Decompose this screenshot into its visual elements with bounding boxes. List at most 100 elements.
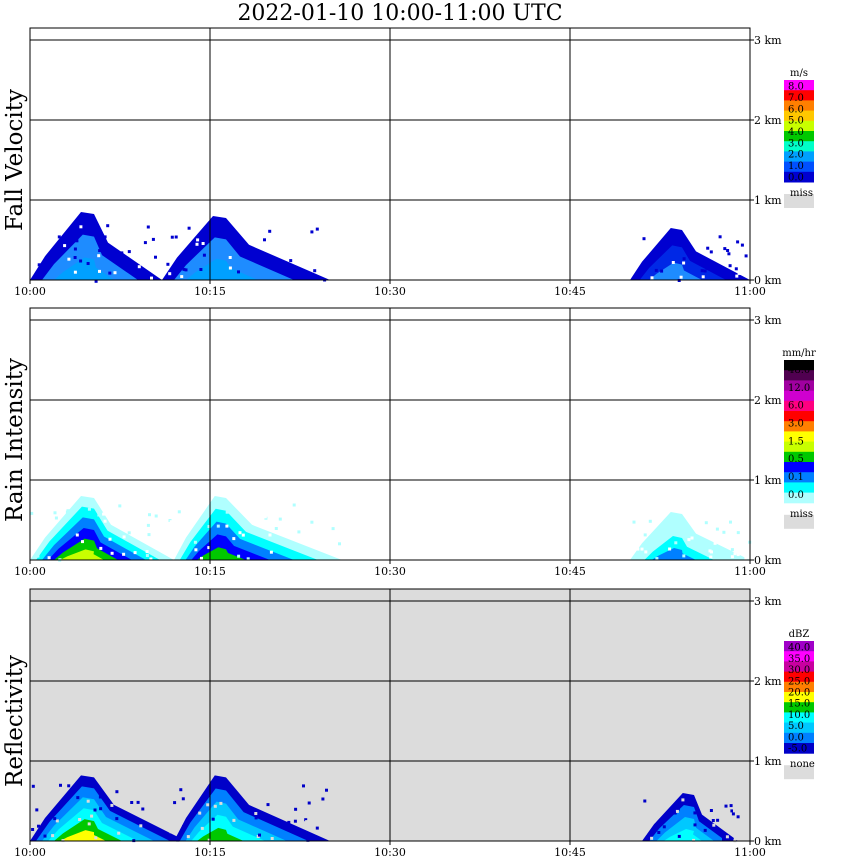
echo-3-speckle [655, 557, 659, 561]
echo-1-speckle [86, 799, 90, 803]
echo-2-speckle [263, 515, 267, 519]
echo-3-speckle [714, 525, 718, 529]
colorbar-swatch [784, 151, 814, 163]
echo-2-speckle [302, 784, 305, 788]
y-tick-label: 0 km [754, 554, 782, 567]
colorbar-label: 4.0 [788, 127, 804, 138]
echo-1-speckle [130, 801, 134, 804]
echo-2-speckle [320, 522, 324, 526]
echo-3-speckle [706, 246, 710, 250]
echo-3-speckle [662, 825, 666, 829]
colorbar-swatch [784, 441, 814, 453]
echo-2-speckle [309, 814, 313, 818]
echo-1-speckle [146, 225, 150, 229]
echo-2-speckle [254, 812, 258, 815]
echo-1-speckle [169, 830, 173, 834]
echo-1-speckle [137, 804, 141, 808]
echo-3-speckle [685, 524, 689, 527]
echo-3-speckle [682, 554, 686, 558]
y-tick-label: 2 km [754, 394, 782, 407]
x-tick-label: 10:30 [374, 285, 406, 298]
echo-2-speckle [294, 807, 298, 811]
echo-3-speckle [709, 809, 713, 812]
echo-3-layer-4 [663, 829, 702, 841]
echo-1-speckle [99, 546, 103, 550]
echo-2-speckle [266, 803, 270, 807]
echo-3-speckle [723, 247, 727, 251]
echo-2-speckle [279, 527, 283, 531]
echo-3-speckle [652, 819, 656, 823]
echo-2-speckle [288, 791, 292, 795]
colorbar-label: 30.0 [788, 665, 810, 676]
echo-1-speckle [66, 509, 70, 513]
echo-2-speckle [295, 528, 299, 532]
echo-2-speckle [325, 788, 328, 792]
colorbar-missing-swatch [784, 194, 814, 208]
colorbar-swatch [784, 141, 814, 152]
colorbar-swatch [784, 161, 814, 173]
echo-2-speckle [207, 838, 211, 842]
x-tick-label: 10:15 [194, 846, 226, 859]
chart-title: 2022-01-10 10:00-11:00 UTC [237, 1, 563, 26]
colorbar-label: 0.0 [788, 490, 804, 501]
colorbar-label: 40.0 [788, 643, 810, 654]
echo-2-speckle [211, 817, 215, 821]
echo-2-speckle [290, 520, 294, 524]
echo-1-speckle [76, 796, 80, 800]
colorbar-swatch [784, 692, 814, 703]
colorbar-swatch [784, 100, 814, 112]
x-tick-label: 11:00 [734, 565, 766, 578]
colorbar-swatch [784, 671, 814, 683]
echo-1-speckle [155, 504, 159, 508]
echo-2-speckle [202, 253, 206, 257]
echo-3-speckle [685, 560, 689, 563]
echo-1-speckle [78, 818, 82, 821]
echo-2-speckle [333, 542, 337, 546]
echo-2-speckle [200, 233, 204, 237]
echo-1-speckle [110, 551, 114, 555]
echo-1-speckle [51, 834, 55, 838]
echo-1-speckle [132, 541, 136, 545]
y-tick-label: 3 km [754, 595, 782, 608]
echo-3-speckle [727, 252, 731, 256]
echo-1-speckle [98, 795, 102, 799]
echo-3-speckle [710, 811, 714, 815]
colorbar-label: 20.0 [788, 687, 810, 698]
echo-2-speckle [237, 270, 240, 274]
echo-1-speckle [53, 817, 57, 821]
echo-1-speckle [36, 554, 40, 558]
echo-3-speckle [749, 536, 753, 540]
echo-1-speckle [47, 556, 51, 560]
echo-2-speckle [269, 226, 272, 230]
echo-1-speckle [160, 510, 164, 514]
echo-2-speckle [270, 837, 274, 840]
echo-3-speckle [679, 275, 683, 279]
x-tick-label: 10:15 [194, 565, 226, 578]
colorbar-label: 6.0 [788, 104, 804, 115]
echo-1-speckle [37, 824, 40, 828]
echo-1-speckle [149, 233, 153, 237]
echo-1-speckle [31, 264, 35, 268]
echo-2-speckle [327, 829, 330, 832]
echo-3-speckle [644, 550, 648, 554]
echo-2-speckle [289, 259, 293, 263]
x-tick-label: 10:30 [374, 846, 406, 859]
colorbar-label: 0.0 [788, 172, 804, 183]
echo-1-speckle [61, 226, 65, 229]
panel-1: 10:00 10:15 10:30 10:45 11:000 km 1 km 2 km 3 k… [2, 27, 814, 298]
colorbar-label: 12.0 [788, 383, 810, 394]
echo-3-speckle [682, 261, 686, 265]
echo-3-speckle [733, 552, 737, 556]
y-tick-label: 1 km [754, 474, 782, 487]
echo-3-speckle [737, 271, 741, 275]
colorbar-label: 5.0 [788, 721, 804, 732]
echo-3-speckle [712, 823, 716, 827]
echo-1-speckle [67, 784, 71, 788]
echo-1-speckle [98, 249, 102, 253]
echo-3-speckle [672, 811, 676, 815]
echo-1-speckle [54, 516, 58, 520]
echo-3-speckle [713, 541, 717, 545]
y-tick-label: 2 km [754, 675, 782, 688]
echo-3-speckle [632, 520, 636, 524]
